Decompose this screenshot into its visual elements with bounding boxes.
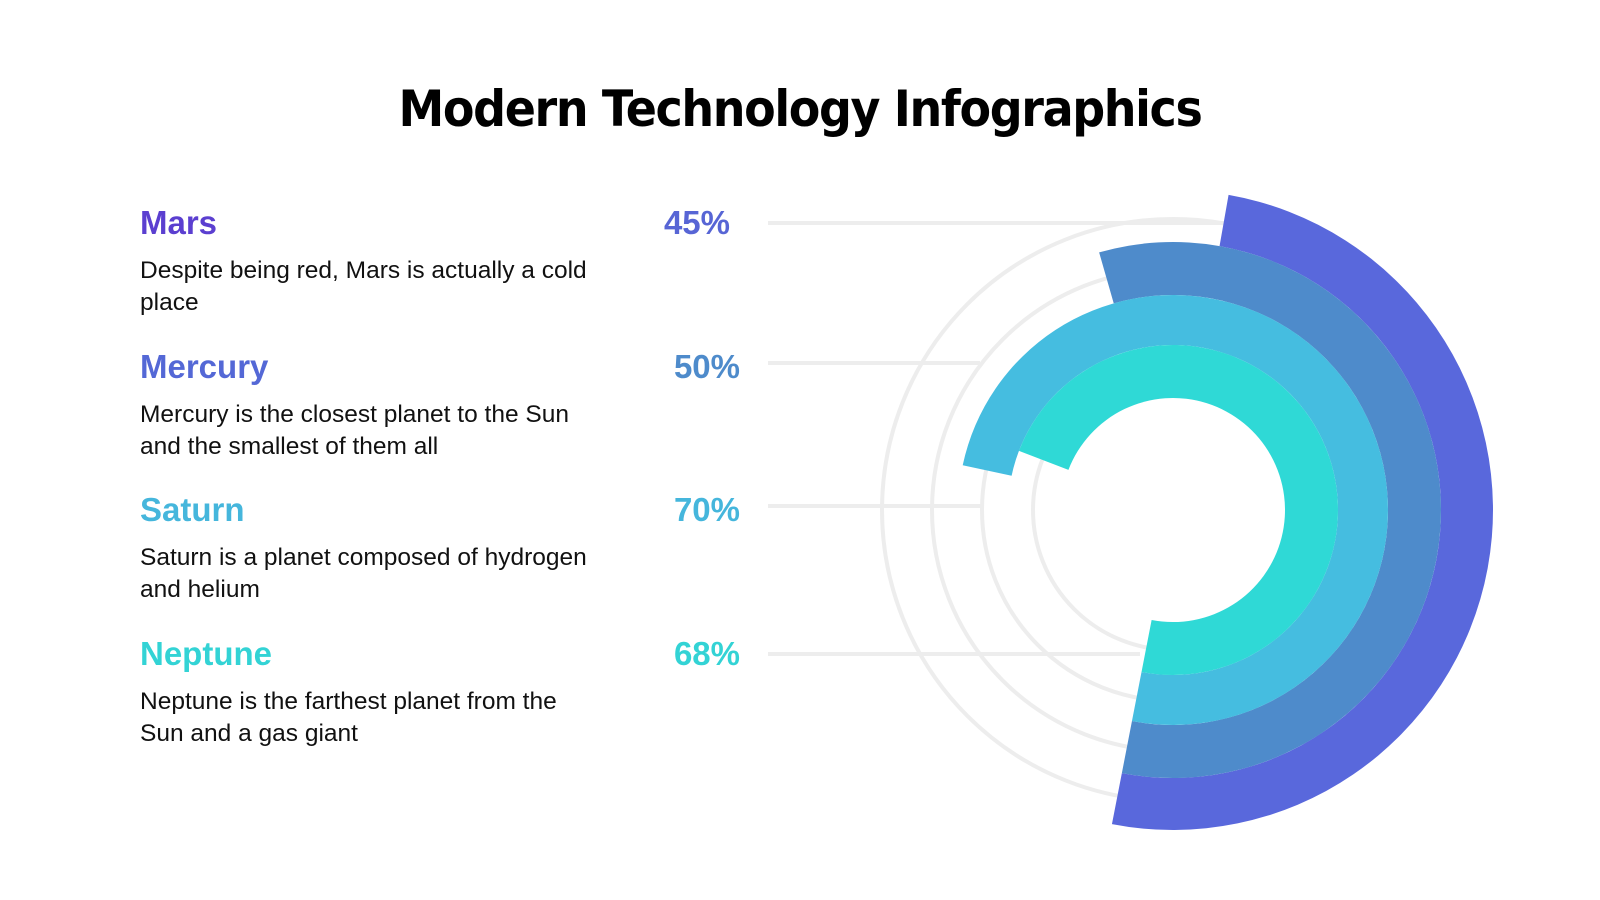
arc-mars — [1111, 194, 1494, 831]
arc-mercury — [1099, 242, 1441, 778]
item-description: Mercury is the closest planet to the Sun… — [140, 401, 569, 460]
legend-item-saturn: Saturn Saturn is a planet composed of hy… — [140, 490, 590, 606]
value-label-neptune: 68% — [673, 635, 740, 672]
item-name: Neptune — [140, 635, 272, 672]
legend-item-mars: Mars Despite being red, Mars is actually… — [140, 203, 590, 319]
arc-group — [962, 194, 1494, 831]
item-name: Mars — [140, 204, 218, 241]
legend-item-neptune: Neptune Neptune is the farthest planet f… — [140, 634, 590, 750]
legend-item-mercury: Mercury Mercury is the closest planet to… — [140, 347, 590, 463]
value-label-mercury: 50% — [673, 348, 740, 385]
item-name: Saturn — [140, 491, 245, 528]
page-title: Modern Technology Infographics — [398, 80, 1203, 138]
value-label-saturn: 70% — [673, 491, 740, 528]
item-name: Mercury — [140, 348, 269, 385]
item-description: Neptune is the farthest planet from the … — [140, 688, 557, 747]
value-label-mars: 45% — [663, 204, 730, 241]
item-description: Despite being red, Mars is actually a co… — [140, 257, 587, 316]
arc-neptune — [1018, 345, 1339, 676]
item-description: Saturn is a planet composed of hydrogen … — [140, 544, 587, 603]
leader-lines — [768, 221, 1235, 656]
